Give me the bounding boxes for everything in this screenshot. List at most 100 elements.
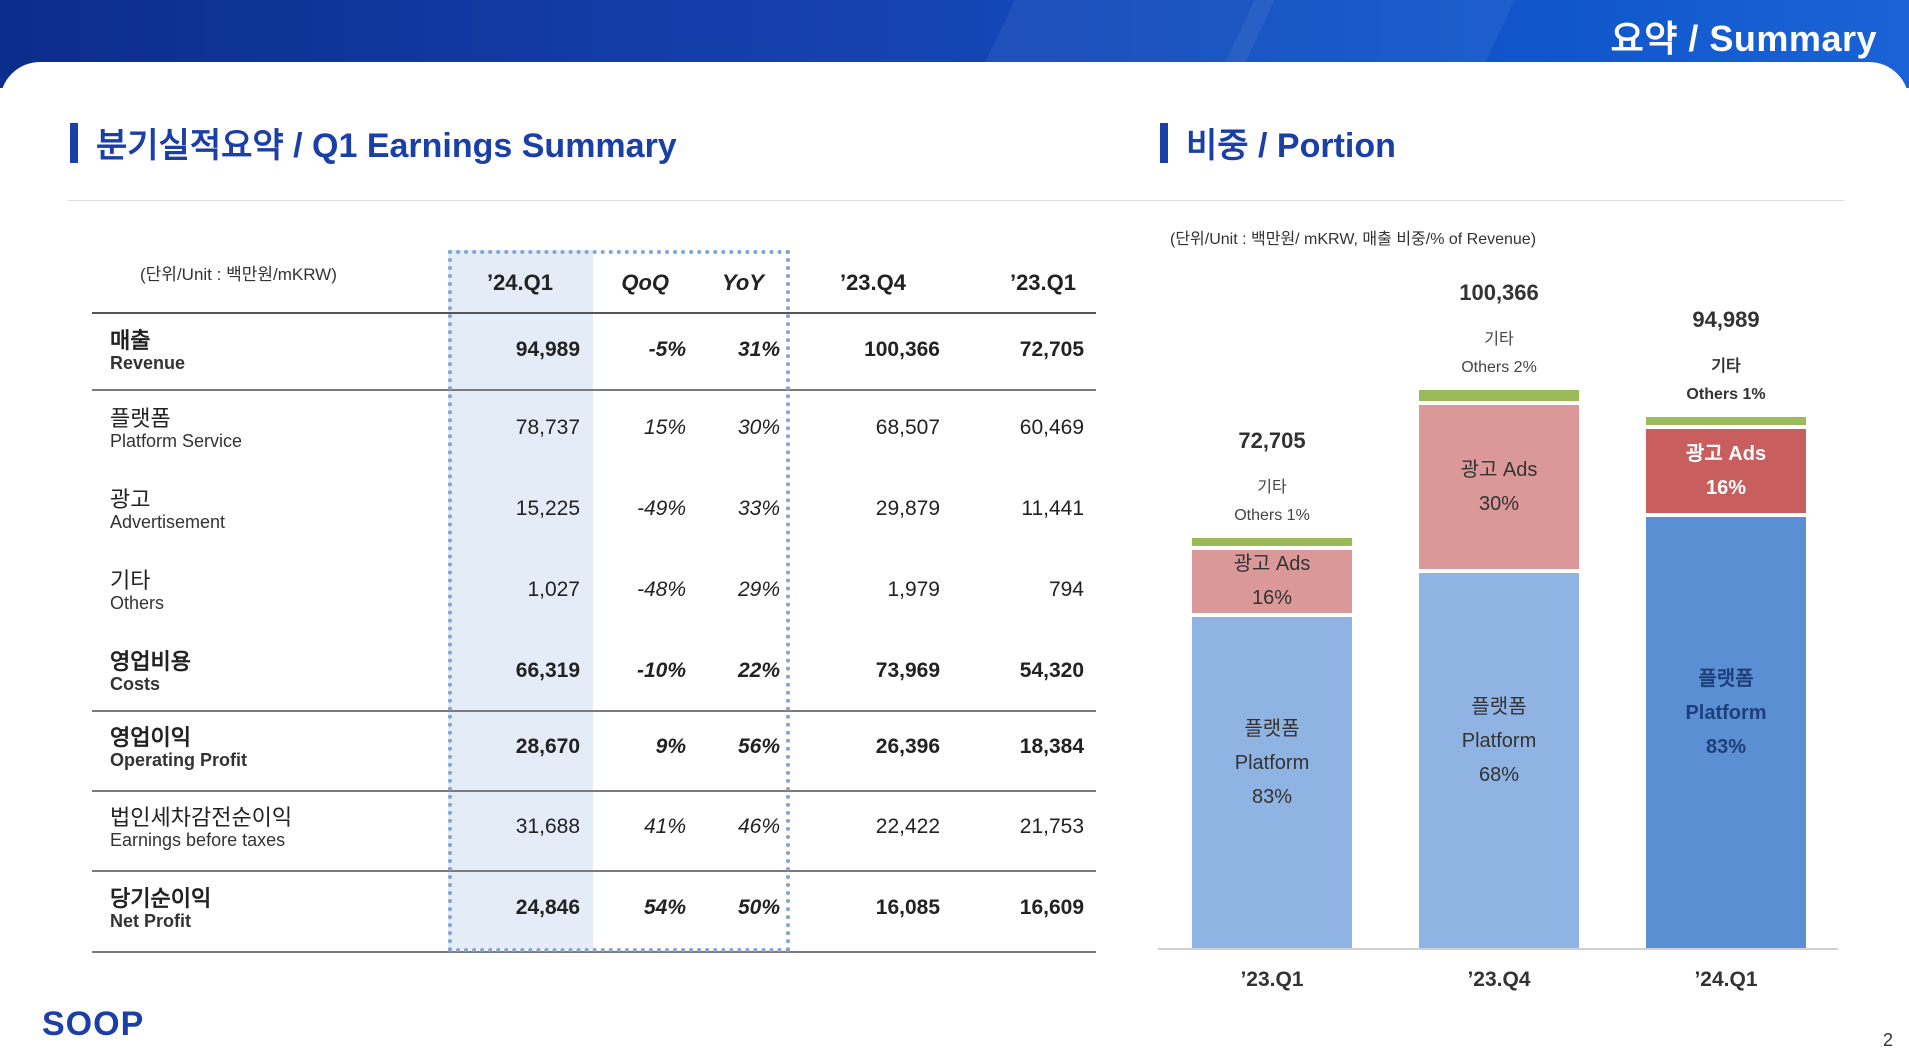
bar-ads-label: 광고 Ads 16% (1646, 437, 1806, 505)
bar-ads-label-line: 16% (1705, 476, 1747, 499)
bar-platform-label-line: 플랫폼 (1471, 696, 1527, 719)
bar-platform (1646, 516, 1806, 948)
table-cell: 46% (737, 815, 780, 838)
table-cell: 22% (737, 659, 780, 682)
others-annotation: 기타 Others 1% (1182, 474, 1362, 530)
table-cell: 28,670 (515, 735, 580, 758)
table-cell: 94,989 (515, 338, 580, 361)
x-axis-label-line: ’23.Q4 (1467, 968, 1531, 991)
bar-platform-label-line: Platform (1685, 702, 1767, 725)
row-label-en: Earnings before taxes (110, 830, 286, 850)
bar-platform-label: 플랫폼 Platform 68% (1419, 690, 1579, 792)
bar-ads-label-line: 광고 Ads (1233, 553, 1311, 576)
soop-logo: SOOP (42, 1005, 145, 1043)
bar-platform-label-line: Platform (1234, 752, 1310, 775)
bar-platform-label-line: 83% (1251, 786, 1293, 809)
bar-total-label: 100,366 (1419, 280, 1579, 306)
bar-ads-label-line: 광고 Ads (1685, 442, 1767, 465)
row-label-en: Platform Service (110, 431, 243, 451)
others-annotation-line: Others 2% (1409, 354, 1589, 382)
table-cell: 21,753 (1019, 815, 1084, 838)
bar-platform-label-line: 플랫폼 (1698, 668, 1754, 691)
table-unit-note: (단위/Unit : 백만원/mKRW) (140, 265, 337, 284)
x-axis-label-line: ’23.Q1 (1240, 968, 1304, 991)
col-header-qoq: QoQ (621, 270, 669, 295)
row-label-ko: 매출 (110, 328, 151, 353)
section-divider (68, 200, 1844, 201)
table-row-separator (92, 870, 1096, 872)
bar-ads-label-line: 30% (1478, 492, 1520, 515)
table-cell: 31% (737, 338, 780, 361)
row-label-ko: 플랫폼 (110, 406, 171, 431)
table-cell: 31,688 (515, 815, 580, 838)
row-label-en: Others (110, 593, 165, 613)
table-cell: 66,319 (515, 659, 580, 682)
table-header-line (92, 312, 1096, 314)
bar-ads (1419, 404, 1579, 569)
col-header-yoy: YoY (722, 270, 764, 295)
table-cell: 11,441 (1021, 497, 1084, 520)
table-cell: 50% (737, 896, 780, 919)
table-cell: 54% (643, 896, 686, 919)
others-en: Others (1686, 386, 1738, 404)
x-axis-label: ’24.Q1 (1646, 968, 1806, 992)
bar-ads-label: 광고 Ads 16% (1192, 547, 1352, 615)
col-header-23q4: ’23.Q4 (839, 270, 906, 295)
chart-unit-note: (단위/Unit : 백만원/ mKRW, 매출 비중/% of Revenue… (1170, 231, 1537, 248)
table-row-separator (92, 790, 1096, 792)
col-header-23q1: ’23.Q1 (1009, 270, 1076, 295)
table-cell: -48% (636, 578, 686, 601)
table-cell: 30% (737, 416, 780, 439)
others-annotation: 기타 Others 1% (1636, 353, 1816, 409)
highlight-dotted-frame (448, 250, 790, 952)
bar-total-label-line: 94,989 (1692, 307, 1760, 333)
table-cell: 60,469 (1019, 416, 1084, 439)
table-cell: 18,384 (1019, 735, 1084, 758)
banner-curve (0, 62, 1909, 122)
others-annotation-line: Others 1% (1182, 502, 1362, 530)
bar-platform-label-line: 83% (1705, 736, 1747, 759)
row-label-ko: 영업이익 (110, 725, 191, 750)
row-label-en: Net Profit (110, 911, 191, 931)
table-cell: -5% (648, 338, 686, 361)
others-pct: 1% (1286, 506, 1310, 524)
table-cell: 41% (643, 815, 686, 838)
others-annotation-line: 기타 (1257, 478, 1287, 496)
row-label-ko: 법인세차감전순이익 (110, 805, 293, 830)
table-cell: 9% (655, 735, 686, 758)
others-annotation: 기타 Others 2% (1409, 326, 1589, 382)
bar-ads-label-line: 광고 Ads (1460, 458, 1538, 481)
bar-platform-label: 플랫폼 Platform 83% (1192, 712, 1352, 814)
table-cell: 68,507 (875, 416, 940, 439)
table-row-separator (92, 710, 1096, 712)
row-label-ko: 당기순이익 (110, 886, 212, 911)
others-en: Others (1461, 359, 1510, 376)
bar-others (1646, 417, 1806, 426)
table-cell: 16,609 (1019, 896, 1084, 919)
bar-others (1419, 390, 1579, 401)
row-label-ko: 광고 (110, 487, 151, 512)
table-cell: 100,366 (864, 338, 940, 361)
heading-bar (1160, 122, 1168, 163)
bar-platform-label: 플랫폼 Platform 83% (1646, 662, 1806, 764)
table-cell: -10% (636, 659, 686, 682)
heading-bar (70, 122, 78, 163)
others-pct: 2% (1513, 359, 1537, 376)
table-cell: 73,969 (875, 659, 940, 682)
table-cell: 1,027 (527, 578, 580, 601)
bar-total-label-line: 72,705 (1238, 427, 1306, 453)
table-cell: 1,979 (887, 578, 940, 601)
others-annotation-line: 기타 (1484, 331, 1514, 348)
bar-total-label-line: 100,366 (1459, 280, 1539, 305)
x-axis-label-line: ’24.Q1 (1694, 968, 1758, 991)
row-label-en: Revenue (110, 353, 186, 373)
table-cell: 24,846 (515, 896, 580, 919)
table-cell: 29% (737, 578, 780, 601)
right-section-heading: 비중 / Portion (1160, 118, 1396, 167)
table-row-separator (92, 389, 1096, 391)
right-section-title: 비중 / Portion (1186, 127, 1396, 165)
bar-total-label: 72,705 (1192, 428, 1352, 454)
table-cell: 33% (737, 497, 780, 520)
row-label-ko: 기타 (110, 568, 151, 593)
bar-platform-label-line: 68% (1478, 764, 1520, 787)
